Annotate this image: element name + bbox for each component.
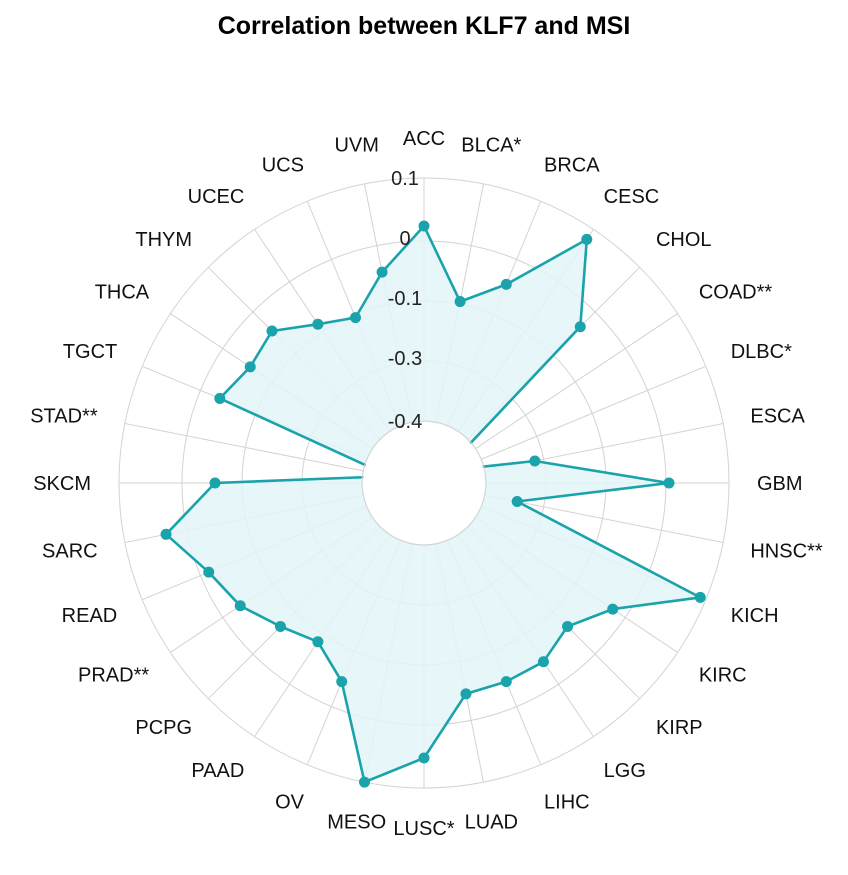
data-point xyxy=(454,296,466,308)
category-label: KIRC xyxy=(699,665,747,687)
data-point xyxy=(460,688,472,700)
data-point xyxy=(160,528,172,540)
category-label: OV xyxy=(275,792,305,814)
category-label: CESC xyxy=(604,186,660,208)
data-point xyxy=(500,676,512,688)
data-point xyxy=(418,752,430,764)
category-label: UVM xyxy=(334,135,378,157)
radar-series xyxy=(160,220,706,788)
category-label: COAD** xyxy=(699,281,773,303)
data-point xyxy=(574,321,586,333)
data-point xyxy=(274,621,286,633)
category-label: PCPG xyxy=(135,717,192,739)
category-label: SKCM xyxy=(33,473,91,495)
category-label: KICH xyxy=(731,605,779,627)
grid-spoke xyxy=(481,365,706,460)
category-label: BLCA* xyxy=(461,135,521,157)
category-label: CHOL xyxy=(656,229,712,251)
category-label: KIRP xyxy=(656,717,703,739)
radial-tick-labels: 0.1 0 -0.1 -0.3 -0.4 xyxy=(388,168,422,433)
data-point xyxy=(234,600,246,612)
category-label: STAD** xyxy=(30,406,98,428)
data-point xyxy=(203,566,215,578)
category-label: ESCA xyxy=(750,406,805,428)
data-point xyxy=(581,233,593,245)
data-point xyxy=(500,278,512,290)
data-point xyxy=(312,318,324,330)
data-point xyxy=(336,676,348,688)
category-label: UCEC xyxy=(188,186,245,208)
category-label: LUSC* xyxy=(393,818,454,840)
category-label: PAAD xyxy=(191,760,244,782)
category-label: ACC xyxy=(403,128,445,150)
category-label: LIHC xyxy=(544,792,590,814)
data-point xyxy=(607,603,619,615)
inner-ring xyxy=(361,420,487,546)
data-point xyxy=(214,392,226,404)
chart-title: Correlation between KLF7 and MSI xyxy=(217,12,631,40)
category-label: PRAD** xyxy=(78,665,149,687)
data-point xyxy=(312,636,324,648)
category-label: HNSC** xyxy=(750,540,822,562)
data-point xyxy=(418,220,430,232)
data-point xyxy=(529,455,541,467)
data-point xyxy=(663,477,675,489)
category-label: BRCA xyxy=(544,154,600,176)
category-label: TGCT xyxy=(63,341,117,363)
category-label: GBM xyxy=(757,473,803,495)
category-label: READ xyxy=(62,605,118,627)
data-point xyxy=(266,325,278,337)
category-label: THCA xyxy=(95,281,150,303)
category-label: DLBC* xyxy=(731,341,792,363)
radial-tick-label: 0 xyxy=(399,228,410,250)
data-point xyxy=(358,776,370,788)
data-point xyxy=(694,591,706,603)
category-label: LGG xyxy=(604,760,646,782)
grid-spoke xyxy=(475,313,678,449)
radial-tick-label: -0.4 xyxy=(388,411,422,433)
radial-tick-label: -0.3 xyxy=(388,348,422,370)
data-point xyxy=(244,361,256,373)
data-point xyxy=(376,266,388,278)
center-hole xyxy=(363,422,485,544)
data-point xyxy=(209,477,221,489)
data-point xyxy=(511,496,523,508)
category-label: LUAD xyxy=(465,811,518,833)
category-label: SARC xyxy=(42,540,98,562)
radial-tick-label: 0.1 xyxy=(391,168,419,190)
data-point xyxy=(562,621,574,633)
data-point xyxy=(349,312,361,324)
grid-spoke xyxy=(124,423,364,472)
grid-spoke xyxy=(484,494,724,543)
category-label: MESO xyxy=(327,811,386,833)
radial-tick-label: -0.1 xyxy=(388,288,422,310)
category-label: UCS xyxy=(262,154,304,176)
category-label: THYM xyxy=(135,229,192,251)
data-point xyxy=(537,656,549,668)
